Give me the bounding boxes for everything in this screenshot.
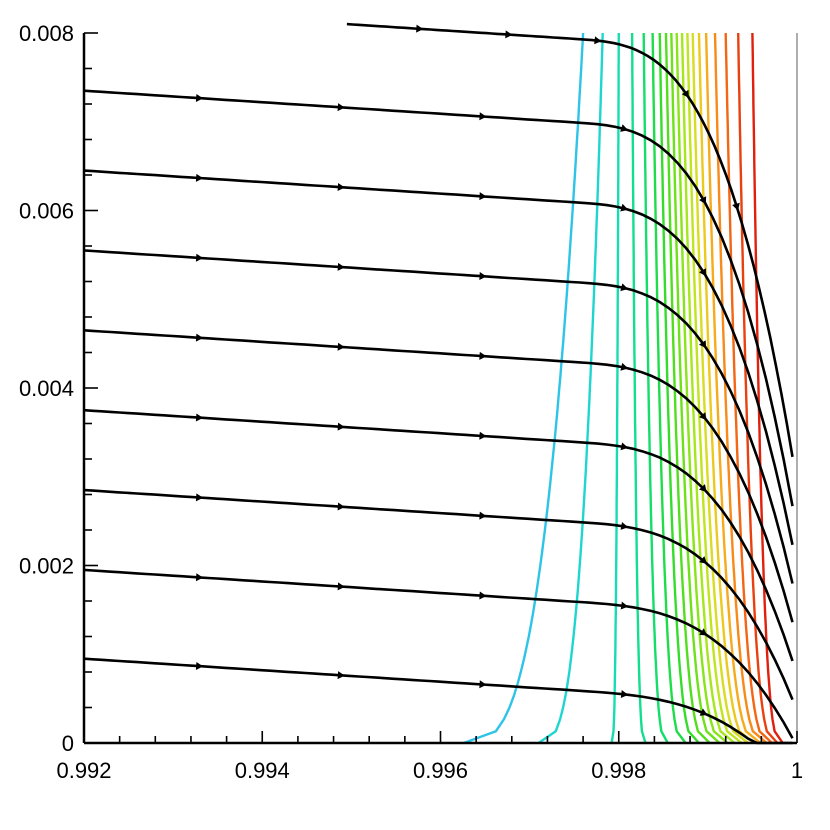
streamline-arrow [195, 413, 204, 422]
x-tick-label: 0.998 [591, 758, 646, 783]
x-tick-label: 0.996 [413, 758, 468, 783]
contour-lines [463, 32, 784, 745]
y-tick-label: 0 [62, 731, 74, 756]
streamline [346, 22, 794, 458]
ticks [83, 32, 798, 744]
x-tick-label: 1 [791, 758, 803, 783]
streamline-arrow [479, 272, 487, 281]
streamline-arrow [620, 203, 629, 212]
streamline-arrow [195, 173, 204, 182]
streamline [83, 89, 794, 507]
contour-line [537, 32, 604, 744]
streamline [83, 329, 794, 623]
contour-line [724, 32, 773, 744]
streamline [83, 488, 794, 701]
contour-line [691, 32, 749, 744]
streamline [83, 408, 794, 662]
streamlines [83, 22, 794, 745]
streamline-arrow [337, 103, 345, 112]
streamline-arrow [620, 522, 629, 530]
streamline-arrow [732, 202, 740, 211]
contour-line [670, 32, 721, 744]
streamline-arrow [337, 671, 345, 680]
streamline-arrow [416, 24, 424, 33]
y-tick-labels: 0 0.002 0.004 0.006 0.008 [19, 21, 74, 756]
y-tick-label: 0.004 [19, 376, 74, 401]
streamline-arrow [699, 268, 706, 277]
streamline-arrow [479, 511, 487, 520]
contour-line [630, 32, 647, 744]
streamline-arrow [620, 442, 629, 451]
contour-line [697, 32, 755, 744]
contour-line [463, 32, 585, 745]
streamline [83, 169, 794, 546]
y-tick-label: 0.002 [19, 554, 74, 579]
streamline-arrow [195, 493, 204, 502]
streamline-arrow [195, 253, 204, 262]
contour-line [686, 32, 743, 744]
streamline-arrow [479, 680, 487, 689]
streamline-arrow [195, 661, 204, 670]
streamline-arrow [699, 556, 707, 564]
streamline-arrow [620, 362, 629, 371]
streamline-arrow [195, 573, 204, 582]
streamline-arrow [698, 340, 707, 349]
streamline-arrow [698, 412, 707, 421]
x-tick-labels: 0.992 0.994 0.996 0.998 1 [56, 758, 803, 783]
streamline-arrow [479, 112, 487, 121]
streamline-arrow [479, 591, 487, 600]
streamline-arrow [620, 601, 629, 610]
streamline-arrow [195, 93, 204, 102]
streamline-arrow [620, 124, 629, 132]
streamline-arrow [594, 36, 602, 45]
streamline [83, 568, 794, 739]
streamline-arrow [479, 351, 487, 360]
y-tick-label: 0.008 [19, 21, 74, 46]
streamline-arrow [699, 196, 707, 205]
x-tick-label: 0.992 [56, 758, 111, 783]
streamline-arrow [620, 690, 629, 698]
streamline-arrow [479, 431, 487, 440]
streamline-arrow [337, 502, 345, 511]
contour-line [704, 32, 762, 744]
contour-line [642, 32, 669, 744]
streamline-arrow [337, 262, 345, 271]
contour-line [751, 32, 784, 744]
contour-line [658, 32, 700, 744]
y-tick-label: 0.006 [19, 199, 74, 224]
streamline-arrow [337, 342, 345, 351]
contour-line [680, 32, 736, 744]
streamline-arrow [681, 89, 689, 98]
x-tick-label: 0.994 [235, 758, 290, 783]
streamline-arrow [505, 30, 513, 39]
contour-line [675, 32, 729, 744]
streamline-arrow [620, 283, 629, 292]
contour-line [610, 32, 620, 744]
streamline-arrow [195, 333, 204, 342]
contour-line [651, 32, 687, 744]
streamline-arrow [337, 582, 345, 591]
streamline [83, 657, 793, 745]
streamline [83, 249, 794, 584]
streamline-arrow [337, 422, 345, 431]
streamline-arrow [479, 192, 487, 201]
streamline-arrow [698, 484, 707, 493]
streamline-arrow [699, 708, 708, 716]
streamline-arrow [699, 628, 708, 636]
streamline-arrow [337, 183, 345, 191]
